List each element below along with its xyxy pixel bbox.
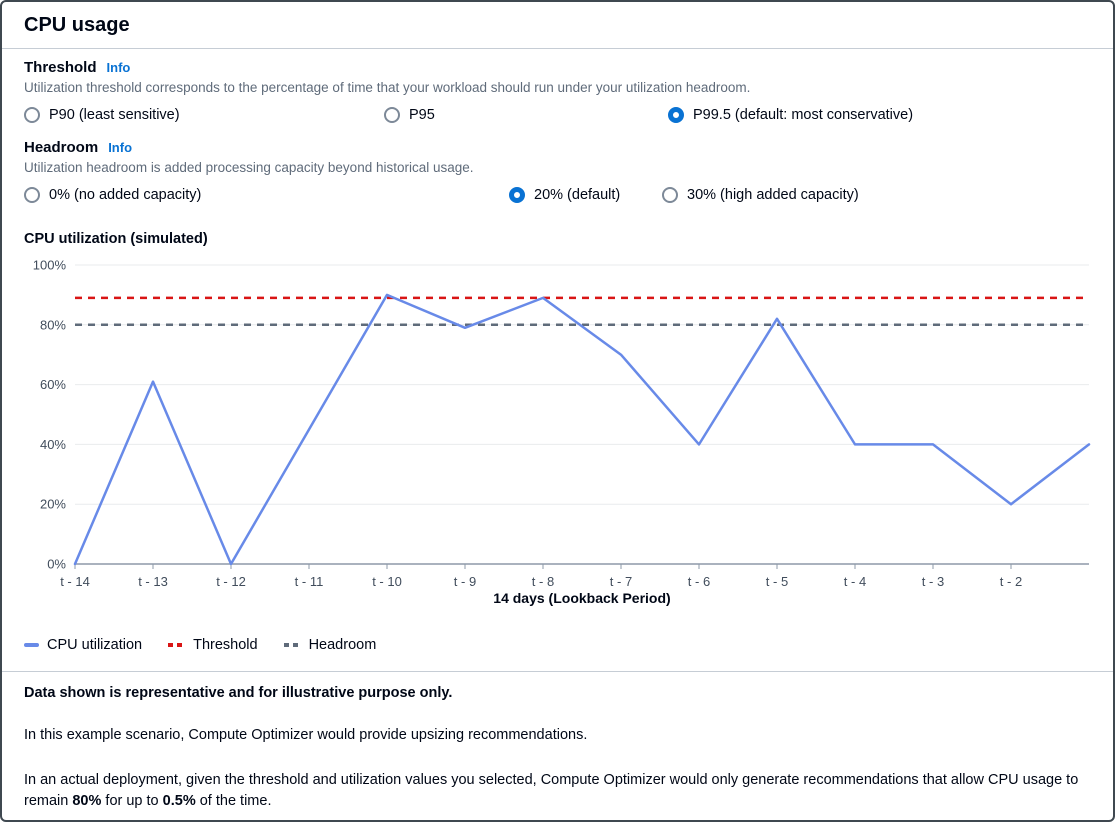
- headroom-info-link[interactable]: Info: [108, 140, 133, 155]
- radio-button-icon[interactable]: [24, 187, 40, 203]
- x-axis-tick-label: t - 2: [1000, 574, 1022, 589]
- radio-p99-5[interactable]: P99.5 (default: most conservative): [668, 107, 913, 123]
- cpu-utilization-chart: 0% 20% 40% 60% 80% 100% t - 14 t - 13 t - 12 t - …: [33, 258, 1091, 606]
- radio-label: P95: [409, 107, 435, 123]
- x-axis-tick-label: t - 12: [216, 574, 246, 589]
- chart-legend: CPU utilization Threshold Headroom: [24, 635, 1091, 655]
- headroom-label: Headroom: [24, 139, 99, 156]
- radio-label: 0% (no added capacity): [49, 187, 202, 203]
- x-axis-tick-label: t - 6: [688, 574, 710, 589]
- y-axis-tick-label: 100%: [33, 258, 67, 273]
- x-axis-tick-label: t - 10: [372, 574, 402, 589]
- note-text-segment: of the time.: [195, 793, 272, 810]
- threshold-label: Threshold: [24, 59, 97, 76]
- radio-p95[interactable]: P95: [384, 107, 435, 123]
- threshold-description: Utilization threshold corresponds to the…: [24, 80, 751, 95]
- y-axis-tick-label: 20%: [40, 497, 66, 512]
- x-axis-tick-label: t - 3: [922, 574, 944, 589]
- radio-30-percent[interactable]: 30% (high added capacity): [662, 187, 859, 203]
- radio-p90[interactable]: P90 (least sensitive): [24, 107, 180, 123]
- radio-button-icon[interactable]: [384, 107, 400, 123]
- notes-section: Data shown is representative and for ill…: [24, 685, 1091, 812]
- chart-section: CPU utilization (simulated) 0% 20% 40% 60% 8…: [24, 231, 1091, 655]
- x-axis-tick-label: t - 7: [610, 574, 632, 589]
- legend-item-threshold: Threshold: [168, 637, 258, 653]
- disclaimer-note: Data shown is representative and for ill…: [24, 685, 453, 701]
- headroom-swatch-icon: [283, 643, 301, 647]
- x-axis-title: 14 days (Lookback Period): [493, 590, 670, 606]
- threshold-header: Threshold Info: [24, 59, 1091, 76]
- note-bold-segment: 80%: [72, 793, 102, 810]
- x-axis-tick-label: t - 5: [766, 574, 788, 589]
- scenario-note: In this example scenario, Compute Optimi…: [24, 727, 588, 743]
- deployment-note: In an actual deployment, given the thres…: [24, 770, 1091, 812]
- note-text-segment: In an actual deployment, given the thres…: [24, 772, 1079, 810]
- note-bold-segment: 0.5%: [162, 793, 196, 810]
- y-axis-tick-label: 40%: [40, 437, 66, 452]
- x-axis-tick-label: t - 4: [844, 574, 866, 589]
- radio-button-icon[interactable]: [509, 187, 525, 203]
- headroom-header: Headroom Info: [24, 139, 1091, 156]
- y-axis-tick-label: 60%: [40, 377, 66, 392]
- radio-label: 30% (high added capacity): [687, 187, 859, 203]
- threshold-info-link[interactable]: Info: [106, 60, 131, 75]
- notes-divider: [2, 671, 1113, 672]
- x-axis-tick-label: t - 8: [532, 574, 554, 589]
- page-title: CPU usage: [24, 14, 130, 36]
- radio-label: 20% (default): [534, 187, 621, 203]
- legend-item-cpu-utilization: CPU utilization: [24, 637, 142, 653]
- radio-button-icon[interactable]: [24, 107, 40, 123]
- radio-20-percent[interactable]: 20% (default): [509, 187, 620, 203]
- cpu-utilization-swatch-icon: [24, 643, 39, 647]
- note-text-segment: for up to: [101, 793, 163, 810]
- radio-label: P99.5 (default: most conservative): [693, 107, 914, 123]
- radio-button-icon[interactable]: [668, 107, 684, 123]
- title-divider: [2, 48, 1113, 49]
- cpu-utilization-line: [73, 293, 1091, 566]
- chart-title: CPU utilization (simulated): [24, 231, 208, 247]
- y-axis-tick-label: 0%: [47, 557, 66, 572]
- x-axis-tick-label: t - 14: [60, 574, 90, 589]
- legend-item-headroom: Headroom: [283, 637, 377, 653]
- headroom-radio-group: 0% (no added capacity) 20% (default) 30%…: [24, 187, 1091, 207]
- y-axis-tick-label: 80%: [40, 317, 66, 332]
- x-axis-tick-label: t - 9: [454, 574, 476, 589]
- legend-label: Threshold: [193, 637, 258, 653]
- legend-label: Headroom: [308, 637, 377, 653]
- threshold-swatch-icon: [168, 643, 186, 647]
- headroom-description: Utilization headroom is added processing…: [24, 160, 474, 175]
- threshold-section: Threshold Info Utilization threshold cor…: [24, 59, 1091, 127]
- x-axis-tick-label: t - 13: [138, 574, 168, 589]
- threshold-radio-group: P90 (least sensitive) P95 P99.5 (default…: [24, 107, 1091, 127]
- radio-label: P90 (least sensitive): [49, 107, 180, 123]
- headroom-section: Headroom Info Utilization headroom is ad…: [24, 139, 1091, 207]
- legend-label: CPU utilization: [47, 637, 143, 653]
- radio-button-icon[interactable]: [662, 187, 678, 203]
- x-axis-tick-label: t - 11: [295, 574, 324, 589]
- radio-0-percent[interactable]: 0% (no added capacity): [24, 187, 201, 203]
